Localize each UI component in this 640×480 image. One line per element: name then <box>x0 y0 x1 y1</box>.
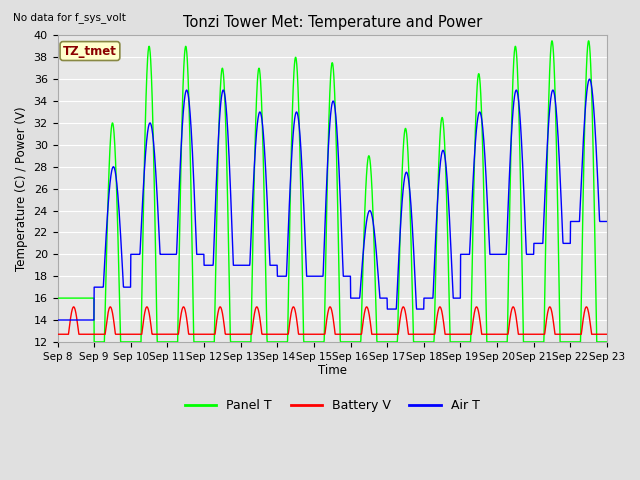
Line: Battery V: Battery V <box>58 307 607 334</box>
Panel T <box>585 38 593 44</box>
Air T <box>570 218 577 224</box>
Y-axis label: Temperature (C) / Power (V): Temperature (C) / Power (V) <box>15 106 28 271</box>
Title: Tonzi Tower Met: Temperature and Power: Tonzi Tower Met: Temperature and Power <box>182 15 482 30</box>
Line: Panel T: Panel T <box>58 41 607 342</box>
Air T <box>207 263 214 268</box>
Air T <box>492 252 500 257</box>
Air T <box>554 139 562 144</box>
Text: No data for f_sys_volt: No data for f_sys_volt <box>13 12 125 23</box>
Panel T <box>603 339 611 345</box>
Legend: Panel T, Battery V, Air T: Panel T, Battery V, Air T <box>180 394 484 417</box>
X-axis label: Time: Time <box>317 364 347 377</box>
Battery V <box>570 331 578 337</box>
Battery V <box>360 312 368 317</box>
Battery V <box>348 331 356 337</box>
Panel T <box>54 295 61 301</box>
Air T <box>348 295 356 301</box>
Text: TZ_tmet: TZ_tmet <box>63 45 117 58</box>
Panel T <box>360 226 368 231</box>
Line: Air T: Air T <box>58 79 607 320</box>
Panel T <box>492 339 500 345</box>
Battery V <box>207 331 214 337</box>
Panel T <box>348 339 356 345</box>
Air T <box>54 317 61 323</box>
Air T <box>360 242 368 248</box>
Panel T <box>570 339 578 345</box>
Battery V <box>253 304 260 310</box>
Panel T <box>90 339 98 345</box>
Battery V <box>555 331 563 337</box>
Air T <box>603 218 611 224</box>
Panel T <box>207 339 215 345</box>
Battery V <box>603 331 611 337</box>
Battery V <box>492 331 500 337</box>
Battery V <box>54 331 61 337</box>
Panel T <box>555 254 563 260</box>
Air T <box>586 76 593 82</box>
